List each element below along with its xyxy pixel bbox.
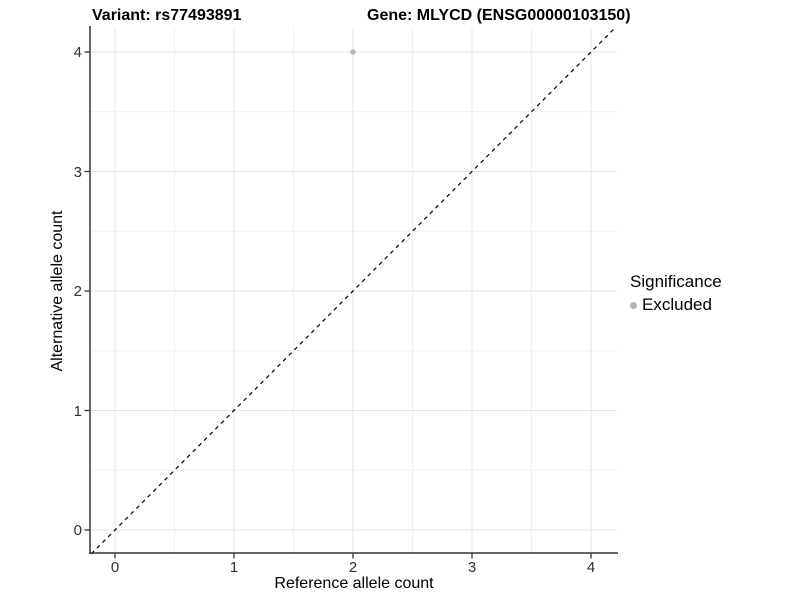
x-tick-label: 0	[110, 559, 120, 576]
x-tick-label: 3	[467, 559, 477, 576]
x-axis-title: Reference allele count	[274, 575, 434, 592]
legend-title: Significance	[630, 272, 722, 291]
x-tick-label: 4	[586, 559, 596, 576]
identity-line	[90, 27, 616, 555]
data-points	[350, 49, 356, 55]
legend-item-excluded: Excluded	[630, 295, 722, 315]
x-tick-label: 2	[348, 559, 358, 576]
legend-key-dot-icon	[630, 301, 637, 309]
legend-item-label: Excluded	[642, 295, 712, 314]
major-gridlines	[91, 28, 617, 554]
y-axis-title: Alternative allele count	[49, 210, 66, 372]
axis-tick-marks	[84, 51, 592, 559]
y-tick-label: 2	[73, 283, 82, 300]
plot-title-variant: Variant: rs77493891	[92, 7, 242, 24]
y-tick-label: 0	[73, 522, 82, 539]
y-tick-label: 3	[73, 163, 82, 181]
axis-lines	[89, 26, 618, 554]
legend: Significance Excluded	[630, 272, 722, 315]
y-tick-label: 1	[73, 402, 82, 420]
x-tick-label: 1	[229, 559, 239, 576]
minor-gridlines	[91, 28, 617, 554]
identity-reference-line	[90, 27, 616, 555]
y-tick-label: 4	[73, 44, 82, 61]
plot-title-gene: Gene: MLYCD (ENSG00000103150)	[367, 7, 631, 24]
data-point	[350, 49, 356, 55]
